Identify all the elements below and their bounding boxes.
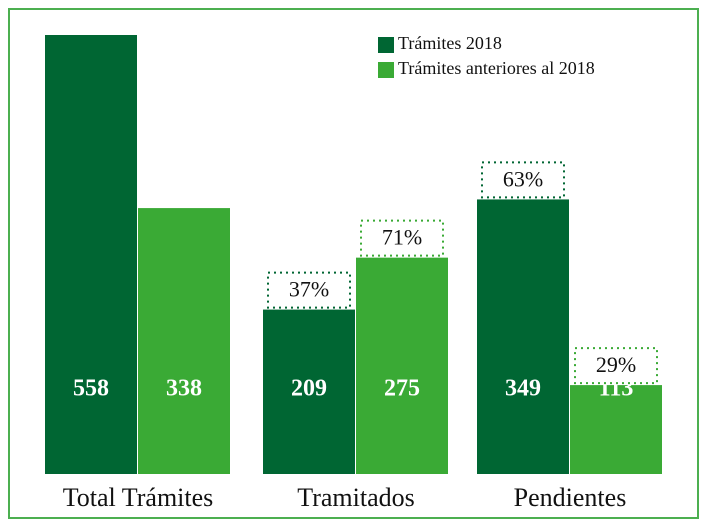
legend-label: Trámites anteriores al 2018 — [398, 58, 595, 78]
percent-box — [360, 219, 444, 257]
data-label: 209 — [291, 376, 327, 402]
x-tick-label: Pendientes — [514, 483, 627, 512]
percent-box — [481, 161, 565, 199]
data-label: 113 — [599, 376, 634, 402]
legend-swatch — [378, 37, 394, 53]
data-label: 558 — [73, 376, 109, 402]
x-tick-label: Tramitados — [297, 483, 415, 512]
x-tick-label: Total Trámites — [63, 483, 214, 512]
legend-label: Trámites 2018 — [398, 33, 502, 53]
percent-label: 37% — [289, 277, 329, 302]
percent-box — [267, 271, 351, 309]
bar — [570, 385, 662, 474]
data-label: 338 — [166, 376, 202, 402]
percent-box — [574, 347, 658, 385]
percent-label: 63% — [503, 166, 543, 191]
percent-label: 29% — [596, 352, 636, 377]
legend-swatch — [378, 62, 394, 78]
percent-label: 71% — [382, 225, 422, 250]
bar — [138, 208, 230, 474]
bar — [263, 309, 355, 474]
data-label: 349 — [505, 376, 541, 402]
data-label: 275 — [384, 376, 420, 402]
bar — [477, 199, 569, 474]
bar — [45, 35, 137, 474]
bar — [356, 257, 448, 474]
